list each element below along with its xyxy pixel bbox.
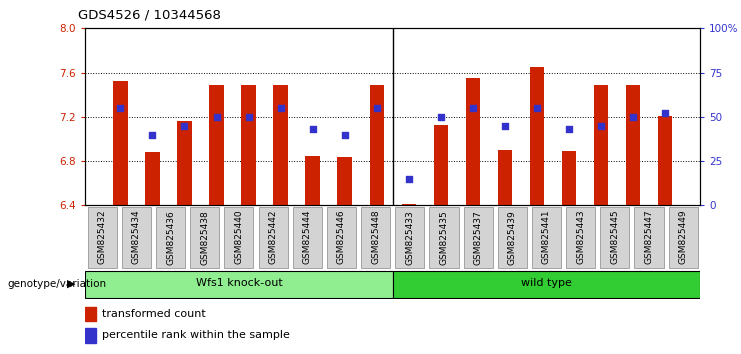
Point bbox=[275, 105, 287, 111]
FancyBboxPatch shape bbox=[393, 270, 700, 298]
Bar bbox=[658, 116, 672, 205]
FancyBboxPatch shape bbox=[361, 207, 391, 268]
Text: GSM825438: GSM825438 bbox=[200, 210, 209, 264]
FancyBboxPatch shape bbox=[634, 207, 663, 268]
Bar bbox=[594, 85, 608, 205]
Text: GSM825432: GSM825432 bbox=[98, 210, 107, 264]
Bar bbox=[530, 67, 544, 205]
Bar bbox=[305, 155, 320, 205]
Text: GSM825440: GSM825440 bbox=[234, 210, 244, 264]
Point bbox=[659, 110, 671, 116]
FancyBboxPatch shape bbox=[327, 207, 356, 268]
Bar bbox=[337, 156, 352, 205]
Bar bbox=[465, 78, 480, 205]
Bar bbox=[85, 307, 96, 321]
Bar bbox=[242, 85, 256, 205]
Text: ▶: ▶ bbox=[67, 279, 75, 289]
Text: GSM825448: GSM825448 bbox=[371, 210, 380, 264]
Bar bbox=[562, 151, 576, 205]
Text: GSM825437: GSM825437 bbox=[473, 210, 482, 264]
Bar bbox=[113, 81, 127, 205]
Point bbox=[307, 126, 319, 132]
Text: Wfs1 knock-out: Wfs1 knock-out bbox=[196, 279, 282, 289]
Point bbox=[339, 132, 350, 137]
FancyBboxPatch shape bbox=[85, 270, 393, 298]
Text: GSM825436: GSM825436 bbox=[166, 210, 175, 264]
FancyBboxPatch shape bbox=[566, 207, 595, 268]
Bar bbox=[402, 204, 416, 205]
Point bbox=[114, 105, 126, 111]
FancyBboxPatch shape bbox=[430, 207, 459, 268]
Text: GDS4526 / 10344568: GDS4526 / 10344568 bbox=[78, 9, 221, 22]
FancyBboxPatch shape bbox=[395, 207, 425, 268]
FancyBboxPatch shape bbox=[259, 207, 288, 268]
Point bbox=[467, 105, 479, 111]
Text: GSM825444: GSM825444 bbox=[303, 210, 312, 264]
Point bbox=[627, 114, 639, 120]
Text: transformed count: transformed count bbox=[102, 309, 205, 319]
Text: GSM825447: GSM825447 bbox=[645, 210, 654, 264]
Point bbox=[242, 114, 254, 120]
Point bbox=[595, 123, 607, 129]
Bar bbox=[433, 125, 448, 205]
Text: GSM825433: GSM825433 bbox=[405, 210, 414, 264]
Text: GSM825441: GSM825441 bbox=[542, 210, 551, 264]
Text: GSM825442: GSM825442 bbox=[269, 210, 278, 264]
Text: GSM825449: GSM825449 bbox=[679, 210, 688, 264]
FancyBboxPatch shape bbox=[293, 207, 322, 268]
Text: GSM825446: GSM825446 bbox=[337, 210, 346, 264]
FancyBboxPatch shape bbox=[498, 207, 527, 268]
Bar bbox=[273, 85, 288, 205]
Bar bbox=[498, 150, 512, 205]
Point bbox=[499, 123, 511, 129]
Bar bbox=[626, 85, 640, 205]
FancyBboxPatch shape bbox=[87, 207, 117, 268]
Bar bbox=[177, 121, 192, 205]
Text: GSM825445: GSM825445 bbox=[611, 210, 619, 264]
FancyBboxPatch shape bbox=[225, 207, 253, 268]
Point bbox=[210, 114, 222, 120]
Point bbox=[147, 132, 159, 137]
Text: GSM825434: GSM825434 bbox=[132, 210, 141, 264]
Text: genotype/variation: genotype/variation bbox=[7, 279, 107, 289]
Point bbox=[531, 105, 543, 111]
Text: wild type: wild type bbox=[521, 279, 572, 289]
Text: GSM825435: GSM825435 bbox=[439, 210, 448, 264]
Bar bbox=[209, 85, 224, 205]
Text: GSM825443: GSM825443 bbox=[576, 210, 585, 264]
FancyBboxPatch shape bbox=[600, 207, 629, 268]
FancyBboxPatch shape bbox=[122, 207, 151, 268]
FancyBboxPatch shape bbox=[532, 207, 561, 268]
Point bbox=[563, 126, 575, 132]
Text: GSM825439: GSM825439 bbox=[508, 210, 516, 264]
Text: percentile rank within the sample: percentile rank within the sample bbox=[102, 330, 290, 341]
FancyBboxPatch shape bbox=[190, 207, 219, 268]
Point bbox=[403, 176, 415, 182]
Point bbox=[179, 123, 190, 129]
FancyBboxPatch shape bbox=[464, 207, 493, 268]
Bar bbox=[85, 328, 96, 343]
Point bbox=[435, 114, 447, 120]
Bar bbox=[145, 152, 159, 205]
FancyBboxPatch shape bbox=[668, 207, 698, 268]
Bar bbox=[370, 85, 384, 205]
Point bbox=[370, 105, 382, 111]
FancyBboxPatch shape bbox=[156, 207, 185, 268]
